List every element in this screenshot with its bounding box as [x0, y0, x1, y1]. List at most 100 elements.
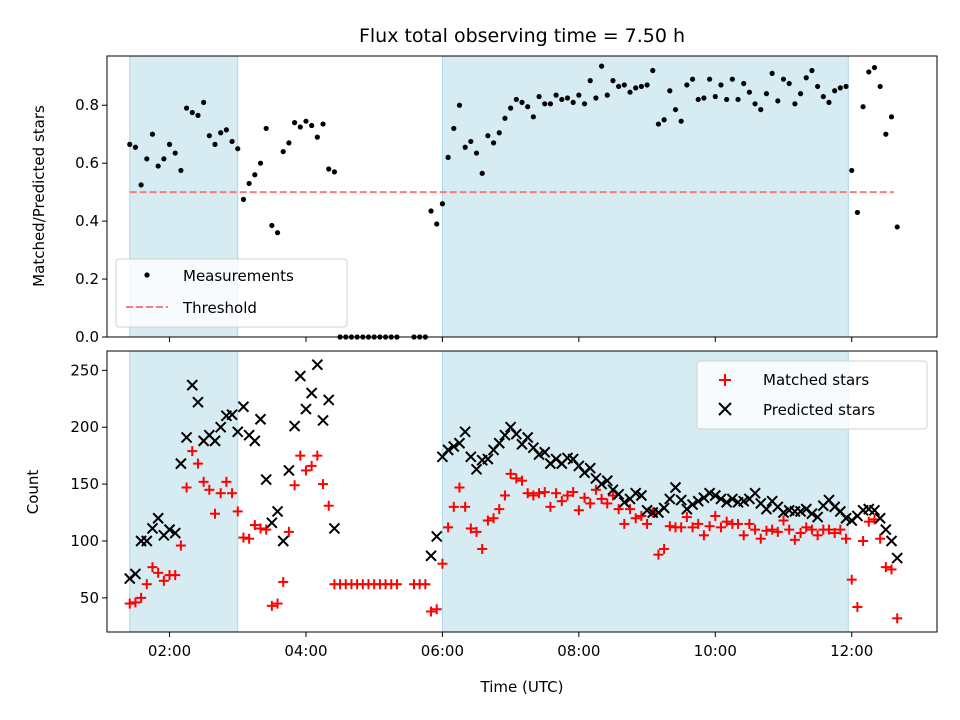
measurement-point: [280, 148, 286, 155]
measurement-point: [570, 99, 576, 105]
matched-star-point: [295, 450, 306, 461]
matched-star-point: [738, 530, 749, 541]
top-legend-box: [115, 258, 348, 328]
measurement-point: [309, 122, 315, 129]
measurement-point: [257, 160, 264, 166]
matched-star-point: [630, 513, 641, 524]
measurement-point: [712, 93, 718, 100]
measurement-point: [627, 89, 633, 95]
matched-star-point: [255, 523, 266, 534]
x-axis-label: Time (UTC): [480, 678, 564, 696]
predicted-star-point: [254, 413, 267, 425]
measurement-point: [490, 140, 497, 146]
legend-predicted-label: Predicted stars: [763, 401, 875, 419]
top-shaded-interval-1: [441, 55, 849, 338]
bottom-ytick-label: 150: [70, 475, 99, 493]
predicted-star-point: [539, 446, 551, 458]
measurement-point: [144, 156, 150, 162]
top-x-ticks: [169, 337, 853, 342]
matched-star-point: [244, 533, 255, 544]
predicted-star-point: [891, 552, 903, 564]
predicted-star-point: [237, 401, 250, 413]
predicted-star-point: [209, 435, 221, 447]
xtick-label: 12:00: [830, 642, 873, 660]
measurement-point: [553, 92, 559, 98]
measurement-point: [803, 75, 809, 81]
bottom-y-axis-label: Count: [24, 470, 42, 515]
matched-star-point: [522, 488, 533, 499]
predicted-star-point: [214, 421, 227, 433]
bottom-legend-box: [696, 360, 928, 430]
matched-star-point: [443, 522, 454, 533]
predicted-star-point: [874, 512, 886, 524]
predicted-star-point: [715, 493, 727, 505]
measurement-point: [593, 95, 599, 101]
predicted-star-point: [186, 379, 198, 391]
matched-star-point: [175, 540, 186, 551]
measurement-point: [525, 104, 531, 110]
measurement-point: [286, 140, 292, 146]
measurement-point: [815, 83, 821, 90]
predicted-star-point: [618, 496, 631, 509]
matched-star-point: [858, 535, 869, 546]
matched-star-point: [863, 516, 874, 527]
matched-star-point: [772, 526, 783, 537]
bottom-ytick-label: 50: [80, 589, 99, 607]
predicted-star-point: [470, 463, 483, 476]
top-shaded-intervals: [129, 55, 849, 338]
predicted-star-point: [192, 396, 204, 408]
measurement-point: [326, 166, 332, 172]
matched-star-point: [590, 484, 601, 495]
measurement-point: [240, 196, 247, 202]
measurement-point: [752, 101, 758, 107]
matched-star-point: [534, 488, 545, 499]
predicted-star-point: [129, 568, 142, 580]
matched-star-point: [170, 570, 181, 581]
matched-star-point: [795, 528, 806, 539]
measurement-point: [661, 117, 667, 123]
matched-star-point: [221, 476, 232, 487]
measurement-point: [166, 141, 173, 147]
matched-star-point: [841, 533, 852, 544]
predicted-star-point: [163, 523, 176, 536]
matched-star-point: [158, 575, 169, 586]
predicted-star-point: [317, 414, 329, 427]
matched-star-point: [141, 579, 152, 590]
matched-star-point: [551, 488, 562, 499]
matched-star-point: [249, 520, 260, 531]
measurement-point: [155, 163, 161, 169]
measurement-point: [871, 64, 878, 71]
measurement-point: [252, 172, 258, 178]
matched-star-point: [806, 524, 817, 535]
matched-star-point: [704, 521, 715, 532]
measurement-point: [508, 105, 514, 111]
measurement-point: [633, 85, 639, 91]
xtick-label: 08:00: [557, 642, 600, 660]
measurement-point: [451, 125, 457, 132]
predicted-star-point: [601, 474, 613, 487]
predicted-star-point: [493, 437, 505, 449]
xtick-label: 06:00: [421, 642, 464, 660]
predicted-star-point: [305, 387, 318, 399]
top-measurement-points: [127, 63, 900, 340]
top-ytick-label: 0.0: [75, 328, 99, 346]
matched-star-point: [227, 488, 238, 499]
measurement-point: [820, 93, 826, 100]
predicted-star-point: [510, 428, 523, 440]
measurement-point: [809, 67, 815, 74]
measurement-point: [263, 125, 269, 132]
matched-star-point: [721, 516, 732, 527]
measurement-point: [485, 133, 491, 139]
predicted-star-point: [232, 426, 244, 438]
predicted-star-point: [277, 535, 289, 547]
matched-star-point: [482, 515, 493, 526]
matched-star-point: [192, 458, 203, 469]
measurement-point: [468, 138, 474, 145]
matched-star-point: [153, 567, 164, 578]
matched-star-point: [835, 524, 846, 535]
matched-star-point: [232, 506, 243, 517]
top-y-ticks: 0.0 0.2 0.4 0.6 0.8: [75, 96, 107, 346]
matched-star-point: [448, 501, 459, 512]
matched-star-point: [312, 450, 323, 461]
measurement-point: [621, 82, 627, 88]
